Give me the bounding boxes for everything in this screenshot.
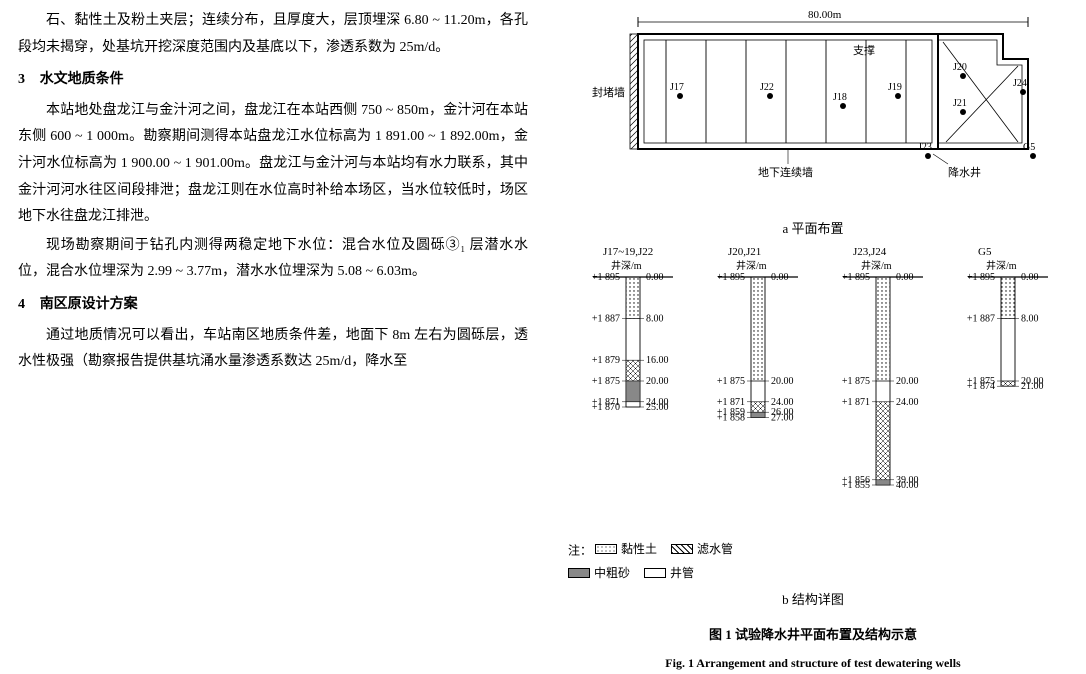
section-svg: J17~19,J22井深/m+1 895+1 887+1 879+1 875+1… xyxy=(548,241,1078,521)
section-depth-header-3: 井深/m xyxy=(986,259,1017,272)
legend-swatch-2 xyxy=(568,568,590,578)
well-label-J23: J23 xyxy=(918,142,932,153)
section-group-label-3: G5 xyxy=(978,246,992,258)
legend-swatch-0 xyxy=(595,544,617,554)
well-label-J24: J24 xyxy=(1013,78,1027,89)
legend-item-1: 滤水管 xyxy=(671,538,733,561)
depth-label: 25.00 xyxy=(646,402,669,413)
well-marker-J17 xyxy=(677,93,683,99)
well-marker-G5 xyxy=(1030,153,1036,159)
depth-label: 0.00 xyxy=(646,272,664,283)
well-label-J20: J20 xyxy=(953,62,967,73)
legend-label-0: 黏性土 xyxy=(621,538,657,561)
elev-label: +1 875 xyxy=(717,376,745,387)
well-marker-J18 xyxy=(840,103,846,109)
elev-label: +1 887 xyxy=(592,314,620,325)
heading-3-num: 3 xyxy=(18,72,25,87)
elev-label: +1 887 xyxy=(967,314,995,325)
well-label-G5: G5 xyxy=(1023,142,1035,153)
legend-item-0: 黏性土 xyxy=(595,538,657,561)
well-label-J21: J21 xyxy=(953,98,967,109)
section-depth-header-0: 井深/m xyxy=(611,259,642,272)
elev-label: +1 879 xyxy=(592,355,620,366)
depth-label: 20.00 xyxy=(896,376,919,387)
elev-label: +1 871 xyxy=(717,397,745,408)
legend-label-1: 滤水管 xyxy=(697,538,733,561)
legend-item-2: 中粗砂 xyxy=(568,562,630,585)
label-sealing-wall: 封堵墙 xyxy=(592,85,625,99)
depth-label: 8.00 xyxy=(646,314,664,325)
depth-label: 24.00 xyxy=(771,397,794,408)
dim-80m: 80.00m xyxy=(808,9,842,21)
well-marker-J24 xyxy=(1020,89,1026,95)
depth-label: 27.00 xyxy=(771,413,794,424)
well-label-J19: J19 xyxy=(888,82,902,93)
depth-label: 20.00 xyxy=(771,376,794,387)
section-depth-header-1: 井深/m xyxy=(736,259,767,272)
heading-3: 3 水文地质条件 xyxy=(18,67,528,94)
label-dewater-well: 降水井 xyxy=(948,165,981,179)
depth-label: 20.00 xyxy=(646,376,669,387)
paragraph-2: 本站地处盘龙江与金汁河之间，盘龙江在本站西侧 750 ~ 850m，金汁河在本站… xyxy=(18,98,528,231)
sub-caption-a: a 平面布置 xyxy=(548,217,1078,242)
well-marker-J21 xyxy=(960,109,966,115)
section-group-label-2: J23,J24 xyxy=(853,246,887,258)
elev-label: +1 871 xyxy=(842,397,870,408)
heading-3-title: 水文地质条件 xyxy=(40,72,124,87)
well-label-J18: J18 xyxy=(833,92,847,103)
paragraph-3: 现场勘察期间于钻孔内测得两稳定地下水位：混合水位及圆砾③₁ 层潜水水位，混合水位… xyxy=(18,233,528,286)
figure-column: 80.00m 封堵墙 支撑 J17 J22 J18 J19 J20 J21 J24 J23 G5… xyxy=(540,0,1086,640)
label-brace: 支撑 xyxy=(853,43,875,57)
legend-label-3: 井管 xyxy=(670,562,694,585)
section-group-label-1: J20,J21 xyxy=(728,246,761,258)
heading-4: 4 南区原设计方案 xyxy=(18,292,528,319)
well-marker-J20 xyxy=(960,73,966,79)
elev-label: +1 895 xyxy=(967,272,995,283)
label-diaphragm-wall: 地下连续墙 xyxy=(758,165,813,179)
legend-swatch-3 xyxy=(644,568,666,578)
legend-item-3: 井管 xyxy=(644,562,694,585)
sub-caption-b: b 结构详图 xyxy=(548,588,1078,613)
heading-4-title: 南区原设计方案 xyxy=(40,297,138,312)
elev-label: +1 874 xyxy=(967,381,995,392)
well-marker-J22 xyxy=(767,93,773,99)
depth-label: 24.00 xyxy=(896,397,919,408)
well-label-J17: J17 xyxy=(670,82,684,93)
legend-label-2: 中粗砂 xyxy=(594,562,630,585)
depth-label: 16.00 xyxy=(646,355,669,366)
text-column: 石、黏性土及粉土夹层；连续分布，且厚度大，层顶埋深 6.80 ~ 11.20m，… xyxy=(0,0,540,640)
elev-label: +1 875 xyxy=(592,376,620,387)
paragraph-1: 石、黏性土及粉土夹层；连续分布，且厚度大，层顶埋深 6.80 ~ 11.20m，… xyxy=(18,8,528,61)
depth-label: 8.00 xyxy=(1021,314,1039,325)
depth-label: 0.00 xyxy=(896,272,914,283)
legend-prefix: 注： xyxy=(568,543,592,557)
well-marker-J23 xyxy=(925,153,931,159)
depth-label: 40.00 xyxy=(896,480,919,491)
figure-caption-en: Fig. 1 Arrangement and structure of test… xyxy=(548,652,1078,674)
elev-label: +1 895 xyxy=(717,272,745,283)
heading-4-num: 4 xyxy=(18,297,25,312)
depth-label: 21.00 xyxy=(1021,381,1044,392)
elev-label: +1 855 xyxy=(842,480,870,491)
well-marker-J19 xyxy=(895,93,901,99)
figure-caption-cn: 图 1 试验降水井平面布置及结构示意 xyxy=(548,623,1078,648)
figure-1: 80.00m 封堵墙 支撑 J17 J22 J18 J19 J20 J21 J24 J23 G5… xyxy=(548,4,1078,674)
well-label-J22: J22 xyxy=(760,82,774,93)
legend-swatch-1 xyxy=(671,544,693,554)
figure-legend: 注： 黏性土 滤水管中粗砂 井管 xyxy=(548,538,1078,586)
section-depth-header-2: 井深/m xyxy=(861,259,892,272)
elev-label: +1 875 xyxy=(842,376,870,387)
elev-label: +1 870 xyxy=(592,402,620,413)
paragraph-4: 通过地质情况可以看出，车站南区地质条件差，地面下 8m 左右为圆砾层，透水性极强… xyxy=(18,323,528,376)
elev-label: +1 895 xyxy=(842,272,870,283)
plan-view-svg: 80.00m 封堵墙 支撑 J17 J22 J18 J19 J20 J21 J24 J23 G5… xyxy=(548,4,1078,204)
depth-label: 0.00 xyxy=(1021,272,1039,283)
section-group-label-0: J17~19,J22 xyxy=(603,246,653,258)
depth-label: 0.00 xyxy=(771,272,789,283)
elev-label: +1 858 xyxy=(717,413,745,424)
elev-label: +1 895 xyxy=(592,272,620,283)
